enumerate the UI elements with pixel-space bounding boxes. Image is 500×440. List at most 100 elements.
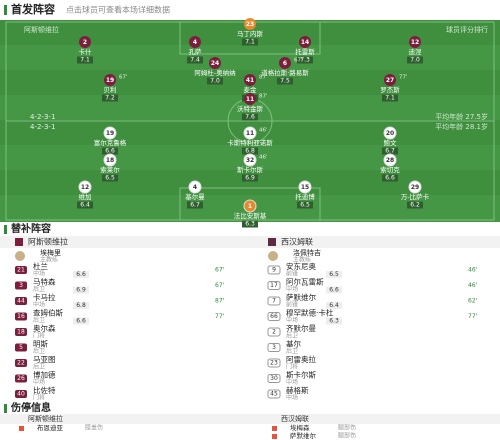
home-formation: 4-2-3-1 xyxy=(30,113,55,121)
player-badge[interactable] xyxy=(188,180,202,194)
rating-box xyxy=(187,201,203,209)
sub-position: 门将 xyxy=(33,394,45,402)
rating-box xyxy=(102,94,118,102)
sub-name[interactable]: 查姆伯斯 xyxy=(33,308,63,318)
sub-name[interactable]: 斯卡尔斯 xyxy=(286,370,316,380)
player-badge[interactable] xyxy=(244,18,256,30)
sub-number-badge[interactable] xyxy=(15,374,27,383)
sub-number-badge[interactable] xyxy=(267,358,281,368)
sub-number-badge[interactable] xyxy=(15,266,27,274)
sub-number-badge[interactable] xyxy=(267,312,281,321)
sub-number-badge[interactable] xyxy=(15,343,27,352)
player-name: 孔萨 xyxy=(189,47,203,56)
player-badge[interactable] xyxy=(79,36,91,48)
rating-box xyxy=(242,174,258,182)
sub-number-badge[interactable] xyxy=(267,296,281,306)
away-formation: 4-2-3-1 xyxy=(30,123,55,131)
sub-number-badge[interactable] xyxy=(267,265,281,275)
player-name: 鲍文 xyxy=(384,138,398,147)
injury-reason: 腿部伤 xyxy=(338,424,356,432)
player-badge[interactable] xyxy=(103,126,117,140)
player-badge[interactable] xyxy=(243,126,257,140)
sub-rating: 6.6 xyxy=(76,271,86,278)
sub-name[interactable]: 萨默维尔 xyxy=(286,292,316,302)
sub-name[interactable]: 阿尔瓦雷斯 xyxy=(286,277,324,287)
player-number: 4 xyxy=(193,39,197,46)
sub-number-badge[interactable] xyxy=(267,281,281,290)
player-name: 道格拉斯·路易斯 xyxy=(261,68,309,77)
player-name: 罗杰斯 xyxy=(380,85,400,94)
sub-number-badge[interactable] xyxy=(15,281,27,290)
player-badge[interactable] xyxy=(243,199,257,213)
player-badge[interactable] xyxy=(383,126,397,140)
sub-number-badge[interactable] xyxy=(15,359,27,367)
sub-rating-box xyxy=(326,271,342,278)
player-badge[interactable] xyxy=(209,57,221,69)
sub-position: 门将 xyxy=(33,332,45,340)
sub-number-badge[interactable] xyxy=(267,343,281,352)
sub-event: 77' xyxy=(399,75,408,81)
player-badge[interactable] xyxy=(408,180,422,194)
sub-number-badge[interactable] xyxy=(15,328,27,336)
player-rating: 6.7 xyxy=(190,202,200,209)
sub-name[interactable]: 杜兰 xyxy=(33,261,48,271)
player-badge[interactable] xyxy=(103,153,117,167)
player-name: 贝利 xyxy=(104,85,117,94)
player-name: 维加 xyxy=(79,192,92,201)
player-number: 19 xyxy=(106,130,114,137)
sub-number-badge[interactable] xyxy=(15,312,27,321)
sub-number-badge[interactable] xyxy=(15,390,27,398)
sub-name[interactable]: 奥尔森 xyxy=(33,323,56,333)
away-badge xyxy=(268,238,276,246)
sub-name[interactable]: 马亚图 xyxy=(33,355,56,364)
sub-name[interactable]: 阿雷奥拉 xyxy=(286,354,316,364)
rating-box xyxy=(242,220,258,228)
player-badge[interactable] xyxy=(409,36,421,48)
player-badge[interactable] xyxy=(244,93,256,105)
player-badge[interactable] xyxy=(384,74,396,86)
player-badge[interactable] xyxy=(78,180,92,194)
sub-event: 87' xyxy=(215,298,225,305)
player-name: 索莱尔 xyxy=(100,165,120,174)
player-rating: 6.4 xyxy=(80,202,90,209)
player-badge[interactable] xyxy=(189,36,201,48)
player-badge[interactable] xyxy=(243,153,257,167)
sub-number-badge[interactable] xyxy=(267,327,281,337)
player-number: 15 xyxy=(301,184,309,191)
player-number: 11 xyxy=(246,130,254,137)
sub-name[interactable]: 卡马拉 xyxy=(33,292,56,302)
sub-number-badge[interactable] xyxy=(267,374,281,383)
header-accent xyxy=(4,5,7,15)
player-number: 18 xyxy=(106,157,114,164)
rating-box xyxy=(207,77,223,85)
sub-name[interactable]: 穆罕默德·卡杜 xyxy=(286,308,334,318)
sub-number-badge[interactable] xyxy=(267,389,281,399)
sub-name[interactable]: 赫格斯 xyxy=(286,385,309,395)
rank-label[interactable]: 球员评分排行 xyxy=(446,25,488,34)
injuries-team-bar xyxy=(0,414,500,424)
rating-box xyxy=(242,147,258,155)
player-badge[interactable] xyxy=(383,153,397,167)
home-badge xyxy=(15,238,23,246)
injuries-home-team: 阿斯顿维拉 xyxy=(28,414,63,423)
player-badge[interactable] xyxy=(244,74,256,86)
player-badge[interactable] xyxy=(279,57,291,69)
player-name: 托迪博 xyxy=(295,192,315,201)
sub-name[interactable]: 安东尼奥 xyxy=(286,261,316,271)
sub-name[interactable]: 基尔 xyxy=(286,339,301,349)
sub-number: 2 xyxy=(272,329,276,336)
player-name: 阿姆杜-奥纳纳 xyxy=(194,68,235,77)
sub-name[interactable]: 博加德 xyxy=(33,370,56,380)
sub-name[interactable]: 齐默尔曼 xyxy=(286,323,316,333)
sub-event: 46' xyxy=(259,128,268,134)
sub-name[interactable]: 明斯 xyxy=(33,339,48,349)
player-badge[interactable] xyxy=(299,36,311,48)
sub-name[interactable]: 马特森 xyxy=(33,277,56,287)
sub-number-badge[interactable] xyxy=(15,297,27,305)
player-badge[interactable] xyxy=(298,180,312,194)
player-badge[interactable] xyxy=(104,74,116,86)
player-rating: 7.3 xyxy=(300,57,310,64)
player-name: 沃特金斯 xyxy=(237,104,264,113)
injury-name: 萨默维尔 xyxy=(290,431,317,440)
sub-name[interactable]: 比佐特 xyxy=(33,385,56,395)
